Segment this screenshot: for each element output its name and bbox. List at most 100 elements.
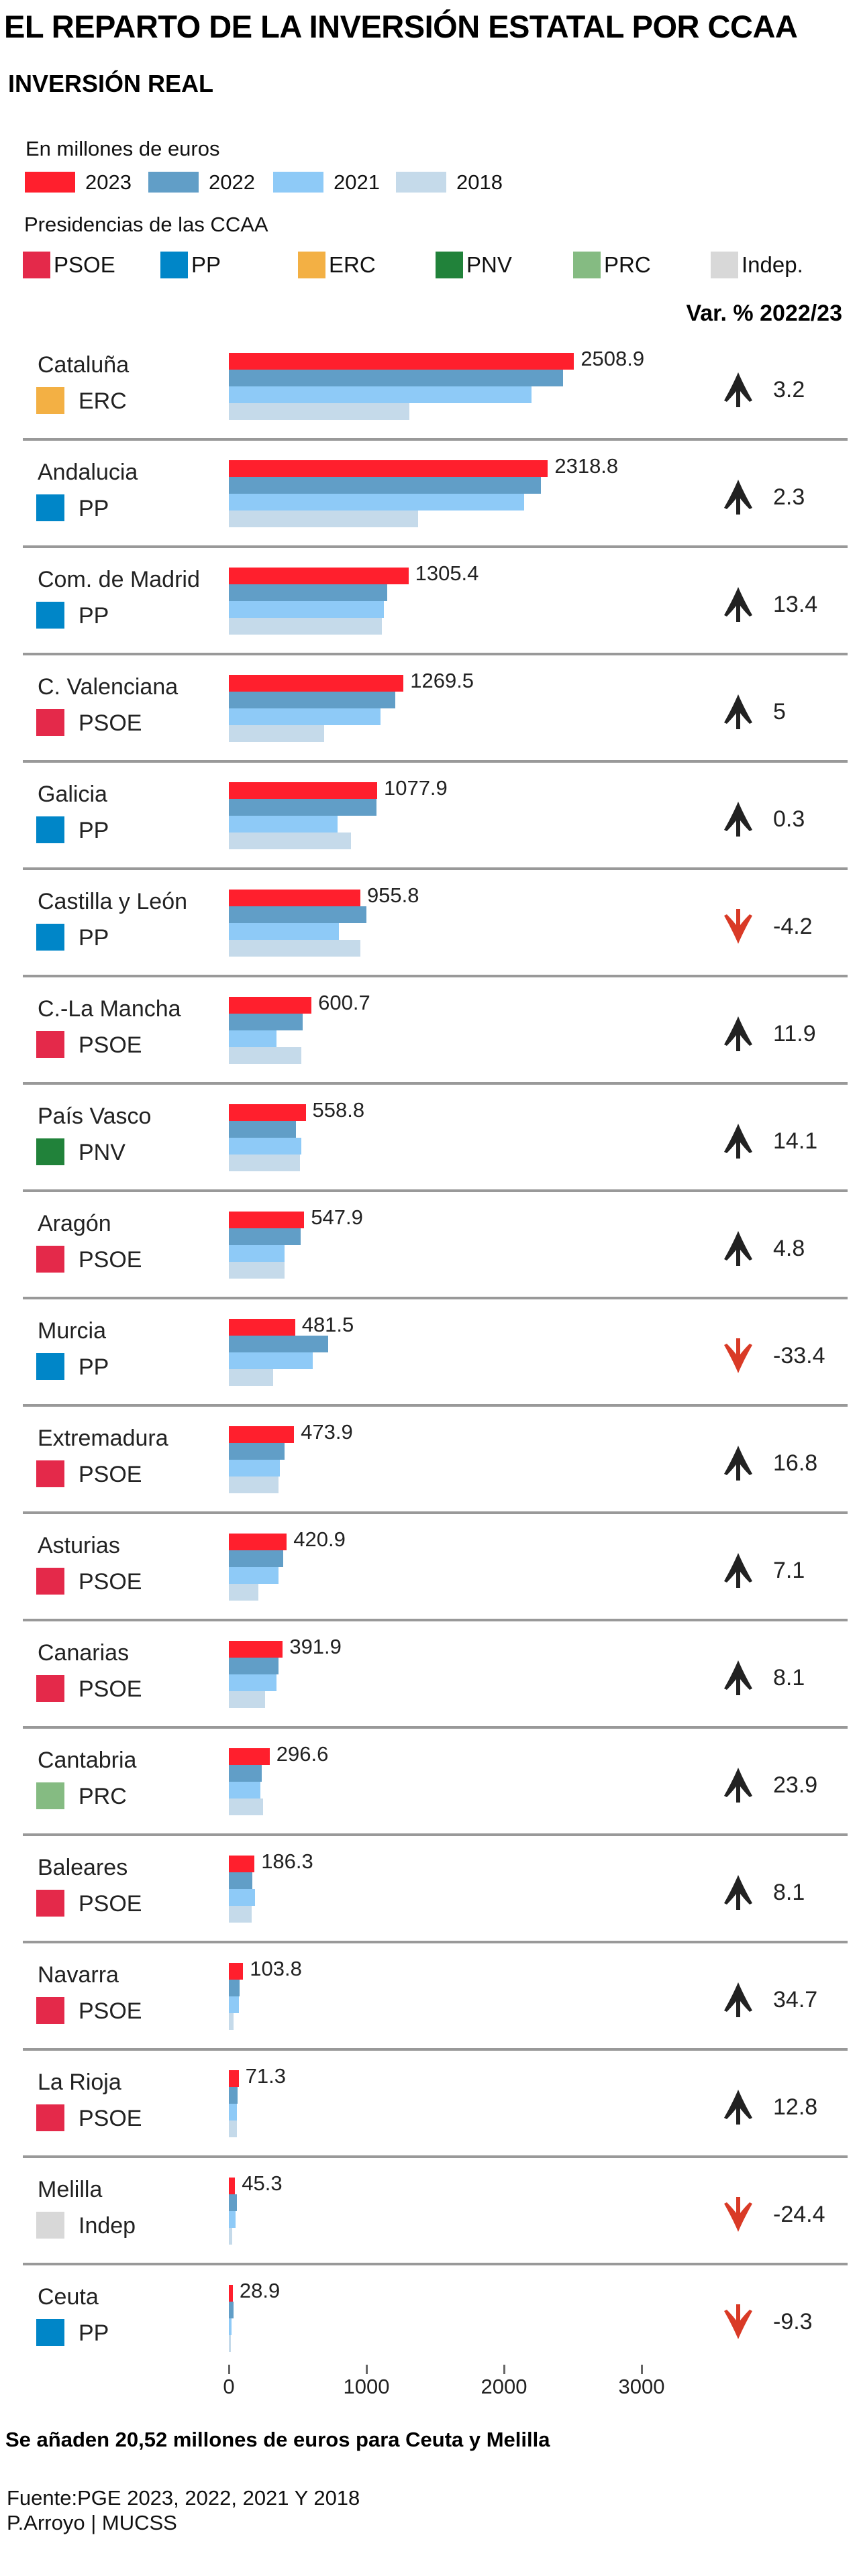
region-label: C.-La Mancha [38, 996, 181, 1022]
bar-2021 [229, 386, 532, 403]
legend-label: 2022 [209, 170, 255, 194]
party-label: PSOE [79, 1462, 142, 1487]
party-legend-label: Indep. [742, 252, 803, 277]
bar-2018 [229, 940, 361, 957]
arrow-up-icon [724, 1875, 752, 1910]
row-arag-n: Aragón PSOE 547.9 4.8 [0, 1191, 859, 1299]
value-label: 2318.8 [554, 454, 619, 478]
bar-2021 [229, 1674, 277, 1691]
legend-label: 2018 [456, 170, 503, 194]
x-tick [641, 2365, 643, 2374]
region-label: Cantabria [38, 1748, 137, 1773]
party-label: PSOE [79, 710, 142, 736]
var-pct: -4.2 [773, 914, 813, 939]
legend-swatch-2023 [25, 172, 75, 193]
bar-2023 [229, 1104, 306, 1121]
var-pct: 4.8 [773, 1236, 805, 1261]
row-divider [23, 760, 848, 763]
var-pct: 13.4 [773, 592, 818, 617]
party-label: PP [79, 2320, 109, 2346]
value-label: 420.9 [293, 1527, 346, 1551]
arrow-up-icon [724, 1124, 752, 1159]
row-divider [23, 438, 848, 441]
row-divider [23, 1082, 848, 1085]
legend-swatch-2018 [396, 172, 446, 193]
party-legend-label: ERC [329, 252, 376, 277]
party-swatch-prc [573, 252, 601, 278]
bar-2023 [229, 997, 312, 1014]
row-divider [23, 867, 848, 870]
bar-2021 [229, 1138, 302, 1155]
party-label: PP [79, 496, 109, 521]
value-label: 558.8 [312, 1098, 365, 1122]
var-pct: 7.1 [773, 1558, 805, 1583]
bar-2023 [229, 890, 360, 906]
arrow-down-icon [724, 909, 752, 944]
party-swatch [36, 1460, 64, 1487]
party-label: PSOE [79, 2106, 142, 2131]
bar-2021 [229, 708, 381, 725]
bar-2022 [229, 1980, 240, 1996]
bar-2021 [229, 1352, 313, 1369]
value-label: 391.9 [289, 1635, 342, 1658]
row-divider [23, 1941, 848, 1943]
party-legend-label: PRC [604, 252, 651, 277]
value-label: 45.3 [242, 2171, 283, 2195]
bar-2021 [229, 494, 524, 511]
region-label: C. Valenciana [38, 674, 179, 700]
arrow-up-icon [724, 1553, 752, 1588]
bar-2023 [229, 460, 548, 477]
row-cantabria: Cantabria PRC 296.6 23.9 [0, 1727, 859, 1836]
party-label: Indep [79, 2213, 136, 2239]
bar-2023 [229, 2285, 233, 2302]
party-swatch [36, 387, 64, 414]
bar-2021 [229, 1245, 285, 1262]
row-asturias: Asturias PSOE 420.9 7.1 [0, 1513, 859, 1621]
arrow-up-icon [724, 694, 752, 729]
var-pct: -33.4 [773, 1343, 825, 1368]
bar-2018 [229, 725, 325, 742]
legend-swatch-2021 [273, 172, 323, 193]
value-label: 1269.5 [410, 669, 474, 692]
row-extremadura: Extremadura PSOE 473.9 16.8 [0, 1405, 859, 1514]
row-divider [23, 1297, 848, 1299]
var-pct: 14.1 [773, 1128, 818, 1154]
bar-2023 [229, 782, 377, 799]
party-swatch [36, 2319, 64, 2346]
party-label: PP [79, 925, 109, 951]
bar-2023 [229, 1534, 287, 1550]
bar-2023 [229, 1856, 255, 1872]
party-legend-label: PP [191, 252, 221, 277]
bar-2022 [229, 1336, 329, 1352]
bar-2018 [229, 2228, 233, 2245]
bar-2023 [229, 1319, 295, 1336]
party-swatch [36, 1890, 64, 1917]
row-c-valenciana: C. Valenciana PSOE 1269.5 5 [0, 654, 859, 763]
party-label: PSOE [79, 1247, 142, 1273]
footnote: Se añaden 20,52 millones de euros para C… [5, 2428, 550, 2451]
region-label: Melilla [38, 2177, 103, 2202]
value-label: 2508.9 [580, 347, 645, 370]
bar-2021 [229, 1460, 281, 1477]
party-swatch [36, 1353, 64, 1380]
row-divider [23, 545, 848, 548]
bar-2022 [229, 1658, 279, 1674]
party-swatch-erc [298, 252, 325, 278]
party-label: PP [79, 603, 109, 629]
x-tick [366, 2365, 368, 2374]
party-swatch [36, 1675, 64, 1702]
region-label: Extremadura [38, 1426, 168, 1451]
row-divider [23, 1511, 848, 1514]
bar-2021 [229, 816, 338, 833]
party-legend-label: PNV [466, 252, 512, 277]
party-swatch [36, 2212, 64, 2239]
arrow-up-icon [724, 1016, 752, 1051]
party-legend-label: PSOE [54, 252, 115, 277]
row-murcia: Murcia PP 481.5 -33.4 [0, 1298, 859, 1407]
party-swatch [36, 924, 64, 951]
value-label: 28.9 [239, 2279, 281, 2302]
region-label: Canarias [38, 1640, 130, 1666]
value-label: 481.5 [301, 1313, 354, 1336]
bar-2018 [229, 511, 419, 527]
party-swatch [36, 602, 64, 629]
